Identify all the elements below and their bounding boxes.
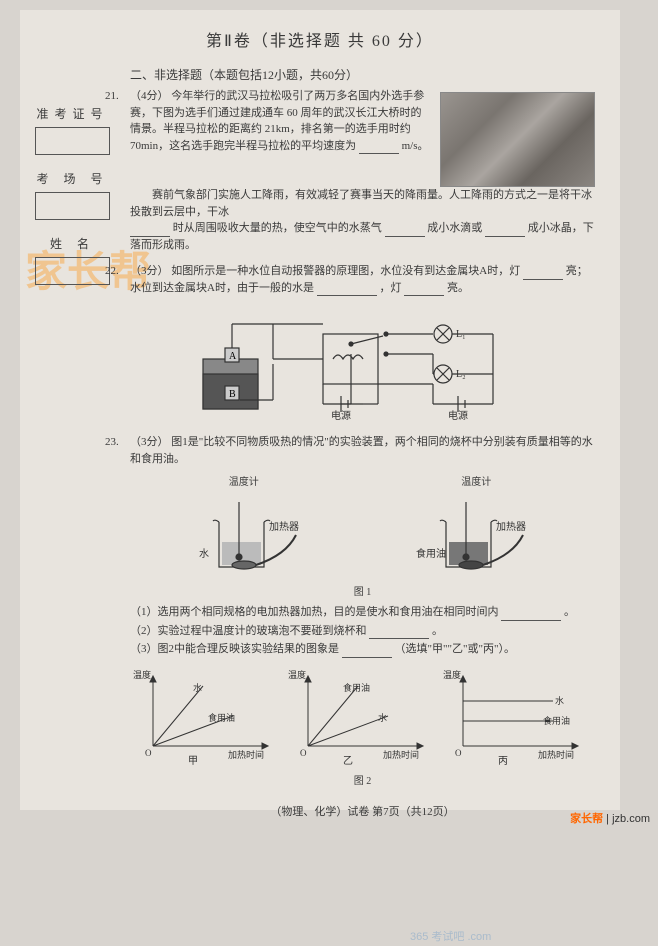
thermometer-label-2: 温度计 [411,475,541,490]
blank-b1[interactable] [130,223,170,237]
svg-text:加热器: 加热器 [496,520,526,533]
exam-page: 第Ⅱ卷（非选择题 共 60 分） 家长帮 家长 准考证号 考 场 号 姓 名 二… [20,10,620,810]
q22-points: （3分） [130,265,169,277]
sub1-end: 。 [564,606,575,618]
svg-text:加热时间: 加热时间 [228,749,264,760]
blank-23-1[interactable] [501,607,561,621]
svg-text:食用油: 食用油 [416,547,446,560]
ticket-box: 准考证号 [35,105,110,155]
room-input[interactable] [35,192,110,220]
question-21: 21. （4分） 今年举行的武汉马拉松吸引了两万多名国内外选手参赛，下图为选手们… [130,88,595,253]
blank-22a[interactable] [523,266,563,280]
svg-text:温度: 温度 [288,669,306,680]
beaker-oil-svg: 加热器 食用油 [411,492,541,577]
sub3-text: （3）图2中能合理反映该实验结果的图象是 [130,643,339,655]
q22-text-d: 亮。 [447,282,469,294]
svg-text:水: 水 [193,682,202,693]
blank-22b[interactable] [317,282,377,296]
blank-b3[interactable] [485,223,525,237]
graphs-row: 温度 水 食用油 O 加热时间 甲 温度 [130,666,595,766]
name-label: 姓 名 [35,235,110,253]
q23-sub1: （1）选用两个相同规格的电加热器加热，目的是使水和食用油在相同时间内 。 [130,604,595,621]
svg-text:温度: 温度 [443,669,461,680]
ticket-input[interactable] [35,127,110,155]
q23-sub3: （3）图2中能合理反映该实验结果的图象是 （选填"甲""乙"或"丙"）。 [130,641,595,658]
room-label: 考 场 号 [35,170,110,188]
name-input[interactable] [35,257,110,285]
q23-points: （3分） [130,436,169,448]
name-box: 姓 名 [35,235,110,285]
svg-text:O: O [455,748,462,758]
logo-main: 家长帮 [570,813,603,825]
sub2-text: （2）实验过程中温度计的玻璃泡不要碰到烧杯和 [130,625,367,637]
svg-text:食用油: 食用油 [208,712,235,723]
svg-text:O: O [145,748,152,758]
svg-text:乙: 乙 [343,755,353,766]
beaker-row: 温度计 加热器 水 [130,475,595,577]
fig1-caption: 图 1 [130,585,595,600]
graph-yi: 温度 食用油 水 O 加热时间 乙 [288,666,438,766]
q21-text-c: 时从周围吸收大量的热，使空气中的水蒸气 [173,222,382,234]
page-title: 第Ⅱ卷（非选择题 共 60 分） [45,30,595,54]
q22-num: 22. [105,263,119,280]
svg-text:加热器: 加热器 [269,520,299,533]
blank-22c[interactable] [404,282,444,296]
svg-text:食用油: 食用油 [543,715,570,726]
svg-text:O: O [300,748,307,758]
blank-23-2[interactable] [369,625,429,639]
svg-text:电源: 电源 [331,409,351,422]
blank-b2[interactable] [385,223,425,237]
svg-text:水: 水 [555,695,564,706]
q21-unit: m/s。 [402,140,429,152]
q21-text-b: 赛前气象部门实施人工降雨，有效减轻了赛事当天的降雨量。人工降雨的方式之一是将干冰… [130,187,595,220]
svg-text:电源: 电源 [448,409,468,422]
blank-23-3[interactable] [342,644,392,658]
ticket-label: 准考证号 [35,105,110,123]
page-footer: （物理、化学）试卷 第7页（共12页） [130,804,595,821]
beaker-oil: 温度计 加热器 食用油 [411,475,541,577]
q22-text-c: ，灯 [379,282,401,294]
question-23: 23. （3分） 图1是"比较不同物质吸热的情况"的实验装置，两个相同的烧杯中分… [130,434,595,789]
svg-text:温度: 温度 [133,669,151,680]
svg-text:加热时间: 加热时间 [383,749,419,760]
q23-num: 23. [105,434,119,451]
room-box: 考 场 号 [35,170,110,220]
corner-logo: 家长帮 | jzb.com [570,810,650,826]
blank-speed[interactable] [359,140,399,154]
beaker-water: 温度计 加热器 水 [184,475,304,577]
question-22: 22. （3分） 如图所示是一种水位自动报警器的原理图，水位没有到达金属块A时，… [130,263,595,424]
graph-bing: 温度 水 食用油 O 加热时间 丙 [443,666,593,766]
circuit-diagram: A B [130,304,595,424]
svg-text:加热时间: 加热时间 [538,749,574,760]
content-area: 二、非选择题（本题包括12小题，共60分） 21. （4分） 今年举行的武汉马拉… [130,66,595,820]
graph-jia: 温度 水 食用油 O 加热时间 甲 [133,666,283,766]
exam-info-boxes: 准考证号 考 场 号 姓 名 [35,105,110,300]
svg-text:水: 水 [199,548,209,560]
q21-text-d: 成小水滴或 [427,222,482,234]
q22-text-a: 如图所示是一种水位自动报警器的原理图，水位没有到达金属块A时，灯 [171,265,520,277]
sub3-end: （选填"甲""乙"或"丙"）。 [395,643,515,655]
q21-points: （4分） [130,90,169,102]
center-watermark: 365 考试吧 .com [410,929,491,946]
circuit-svg: A B [183,304,543,424]
svg-text:食用油: 食用油 [343,682,370,693]
thermometer-label-1: 温度计 [184,475,304,490]
logo-sub: | jzb.com [603,813,650,825]
q21-num: 21. [105,88,119,105]
svg-text:水: 水 [378,712,387,723]
section-header: 二、非选择题（本题包括12小题，共60分） [130,66,595,84]
svg-text:丙: 丙 [498,756,508,766]
q23-sub2: （2）实验过程中温度计的玻璃泡不要碰到烧杯和 。 [130,623,595,640]
svg-text:A: A [229,351,237,362]
sub2-end: 。 [432,625,443,637]
q23-text: 图1是"比较不同物质吸热的情况"的实验装置，两个相同的烧杯中分别装有质量相等的水… [130,436,593,465]
sub1-text: （1）选用两个相同规格的电加热器加热，目的是使水和食用油在相同时间内 [130,606,499,618]
svg-text:B: B [229,389,236,400]
bridge-photo [440,92,595,187]
beaker-water-svg: 加热器 水 [184,492,304,577]
fig2-caption: 图 2 [130,774,595,789]
svg-text:甲: 甲 [188,756,198,766]
